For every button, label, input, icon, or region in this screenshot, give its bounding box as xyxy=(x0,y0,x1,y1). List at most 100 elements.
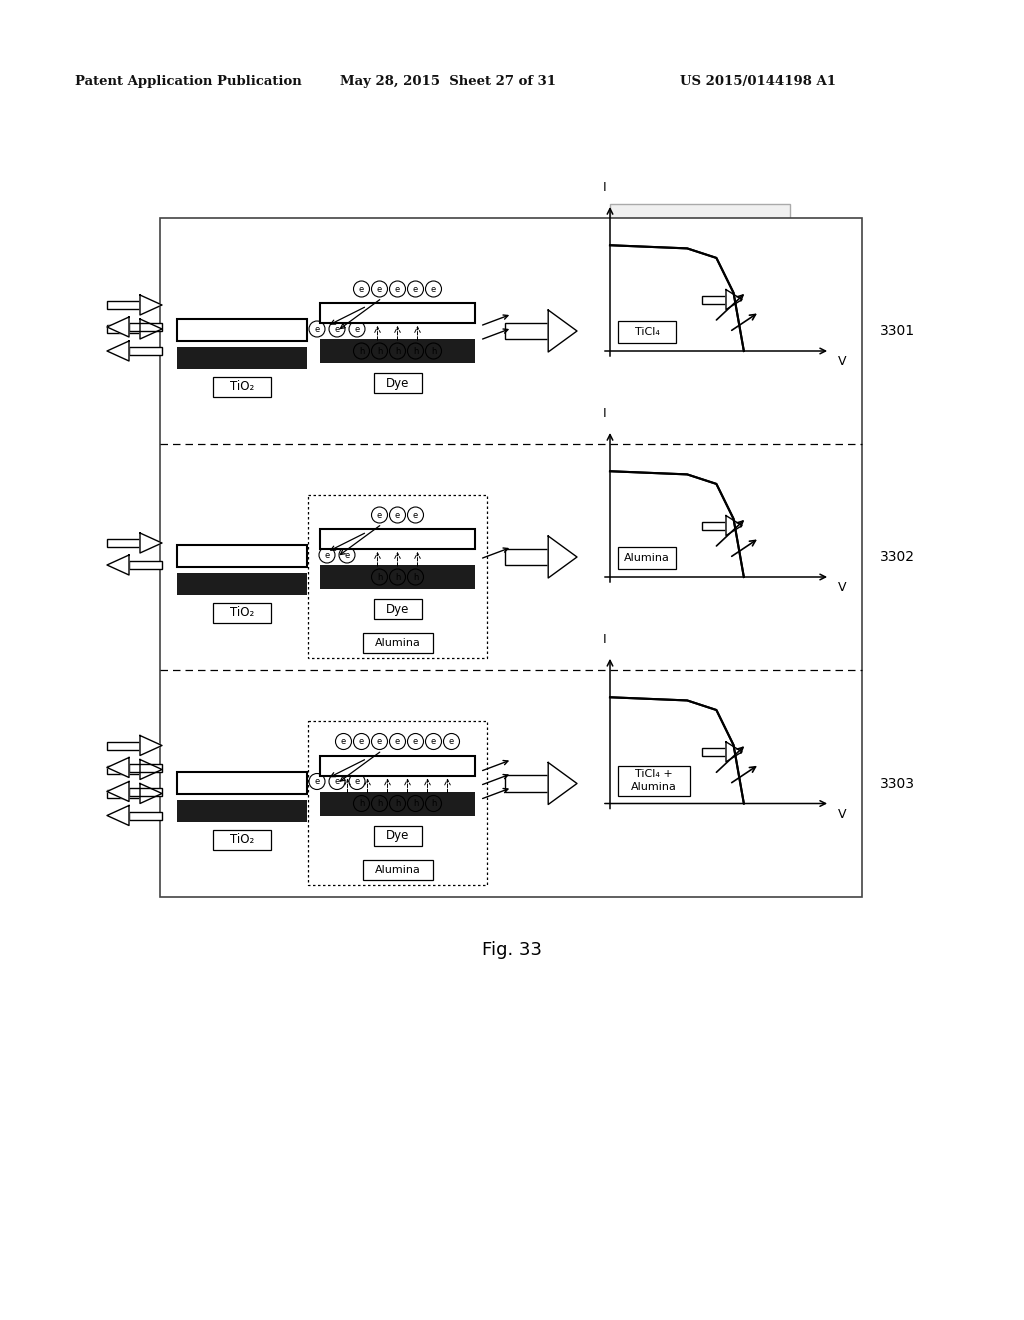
Bar xyxy=(618,321,676,343)
Text: e: e xyxy=(395,511,400,520)
Text: e: e xyxy=(377,511,382,520)
Bar xyxy=(319,304,475,323)
Text: I: I xyxy=(603,634,607,645)
Text: I: I xyxy=(603,181,607,194)
Text: Patent Application Publication: Patent Application Publication xyxy=(75,75,302,88)
Polygon shape xyxy=(548,536,577,578)
Bar xyxy=(129,763,162,771)
Text: e: e xyxy=(413,737,418,746)
Polygon shape xyxy=(726,516,742,536)
Polygon shape xyxy=(140,533,162,553)
Bar xyxy=(702,296,726,304)
Text: e: e xyxy=(395,285,400,293)
Bar xyxy=(106,789,140,797)
Text: TiCl₄: TiCl₄ xyxy=(635,327,659,337)
Bar xyxy=(319,339,475,363)
Text: V: V xyxy=(838,581,847,594)
Bar xyxy=(618,546,676,569)
Text: e: e xyxy=(335,325,340,334)
Bar xyxy=(362,632,432,653)
Text: e: e xyxy=(358,737,365,746)
Bar xyxy=(319,755,475,776)
Text: h: h xyxy=(431,346,436,355)
Text: 3301: 3301 xyxy=(880,323,915,338)
Text: h: h xyxy=(358,799,365,808)
Bar xyxy=(213,603,271,623)
Bar xyxy=(610,656,791,804)
Polygon shape xyxy=(726,289,742,310)
Bar xyxy=(618,766,690,796)
Text: h: h xyxy=(377,573,382,582)
Text: e: e xyxy=(413,511,418,520)
Text: Dye: Dye xyxy=(386,602,410,615)
Text: h: h xyxy=(358,346,365,355)
Text: Alumina: Alumina xyxy=(375,638,421,648)
Bar xyxy=(106,301,140,309)
Text: e: e xyxy=(377,285,382,293)
Polygon shape xyxy=(106,554,129,576)
Text: TiO₂: TiO₂ xyxy=(229,606,254,619)
Text: US 2015/0144198 A1: US 2015/0144198 A1 xyxy=(680,75,836,88)
Bar xyxy=(308,495,487,657)
Text: e: e xyxy=(325,550,330,560)
Text: 3303: 3303 xyxy=(880,776,915,791)
Bar xyxy=(177,573,307,595)
Text: h: h xyxy=(413,573,418,582)
Text: e: e xyxy=(431,285,436,293)
Bar xyxy=(106,539,140,546)
Bar xyxy=(106,766,140,774)
Text: Fig. 33: Fig. 33 xyxy=(482,941,542,960)
Bar xyxy=(177,771,307,793)
Text: e: e xyxy=(344,550,349,560)
Polygon shape xyxy=(140,759,162,780)
Text: e: e xyxy=(314,777,319,785)
Text: e: e xyxy=(335,777,340,785)
Bar xyxy=(505,775,548,792)
Text: V: V xyxy=(838,808,847,821)
Text: e: e xyxy=(377,737,382,746)
Polygon shape xyxy=(106,317,129,337)
Polygon shape xyxy=(106,805,129,825)
Text: h: h xyxy=(377,346,382,355)
Bar xyxy=(160,218,862,898)
Text: e: e xyxy=(358,285,365,293)
Text: h: h xyxy=(395,346,400,355)
Text: e: e xyxy=(395,737,400,746)
Text: Dye: Dye xyxy=(386,376,410,389)
Bar xyxy=(129,812,162,820)
Text: e: e xyxy=(431,737,436,746)
Text: Alumina: Alumina xyxy=(375,865,421,875)
Bar xyxy=(106,325,140,333)
Bar xyxy=(362,859,432,880)
Polygon shape xyxy=(726,742,742,762)
Text: h: h xyxy=(413,799,418,808)
Bar xyxy=(129,347,162,355)
Polygon shape xyxy=(106,781,129,801)
Text: Alumina: Alumina xyxy=(624,553,670,564)
Polygon shape xyxy=(140,294,162,315)
Bar xyxy=(505,322,548,339)
Bar xyxy=(308,722,487,884)
Bar xyxy=(374,374,422,393)
Bar xyxy=(505,549,548,565)
Text: May 28, 2015  Sheet 27 of 31: May 28, 2015 Sheet 27 of 31 xyxy=(340,75,556,88)
Bar xyxy=(319,529,475,549)
Polygon shape xyxy=(106,758,129,777)
Bar xyxy=(177,800,307,821)
Text: h: h xyxy=(413,346,418,355)
Text: e: e xyxy=(354,777,359,785)
Bar xyxy=(213,378,271,397)
Text: h: h xyxy=(395,573,400,582)
Text: h: h xyxy=(377,799,382,808)
Polygon shape xyxy=(140,735,162,755)
Bar xyxy=(177,319,307,341)
Text: h: h xyxy=(431,799,436,808)
Text: h: h xyxy=(395,799,400,808)
Bar xyxy=(319,565,475,589)
Bar xyxy=(129,561,162,569)
Polygon shape xyxy=(140,319,162,339)
Polygon shape xyxy=(548,310,577,352)
Text: Dye: Dye xyxy=(386,829,410,842)
Polygon shape xyxy=(106,341,129,360)
Bar xyxy=(129,788,162,796)
